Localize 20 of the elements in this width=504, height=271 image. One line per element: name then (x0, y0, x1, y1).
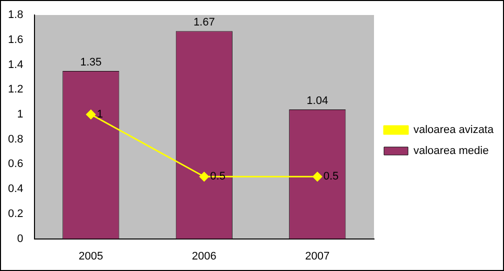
data-label: 0.5 (323, 170, 339, 183)
data-label: 1.35 (80, 56, 102, 68)
data-label: 1.04 (306, 95, 328, 108)
y-tick-label: 1.2 (8, 84, 24, 96)
y-tick-label: 0.4 (8, 183, 24, 196)
y-tick-label: 1.6 (8, 34, 24, 46)
data-label: 1 (96, 108, 104, 120)
y-tick-label: 1.4 (8, 58, 24, 71)
y-tick-label: 0.8 (8, 133, 24, 146)
x-tick-label: 2006 (192, 250, 216, 262)
y-tick-label: 0.6 (8, 158, 24, 170)
x-tick-label: 2007 (305, 250, 330, 262)
x-tick-label: 2005 (78, 250, 104, 262)
legend-label: valoarea avizata (414, 124, 494, 136)
y-tick-label: 0 (17, 232, 24, 245)
y-tick-label: 1 (17, 108, 24, 120)
data-label: 1.67 (193, 16, 215, 29)
y-tick-label: 0.2 (8, 208, 24, 220)
legend-label: valoarea medie (414, 145, 489, 158)
y-tick-label: 1.8 (8, 9, 24, 22)
